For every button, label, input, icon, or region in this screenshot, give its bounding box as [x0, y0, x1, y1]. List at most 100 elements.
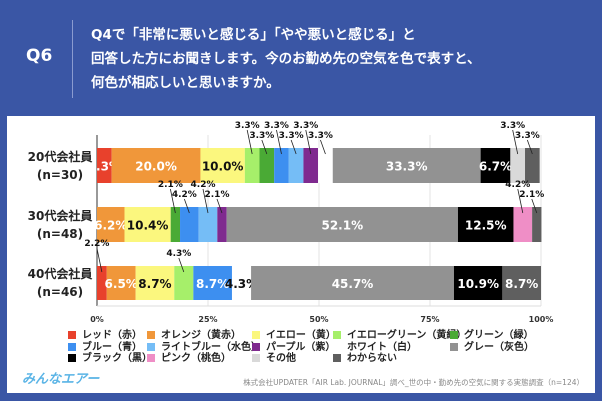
x-tick-label: 0% — [90, 315, 104, 324]
bar-segment — [111, 148, 201, 183]
data-label: 4.3% — [166, 249, 191, 259]
bar-segment — [453, 266, 503, 300]
data-label: 33.3% — [386, 160, 428, 174]
legend-swatch — [450, 331, 458, 339]
legend-item: レッド（赤） — [68, 330, 142, 341]
bar-segment — [251, 266, 454, 300]
bar-segment — [180, 207, 199, 242]
legend-item: ブルー（青） — [68, 342, 142, 353]
legend-item: ライトブルー（水色） — [147, 342, 261, 353]
data-label: 3.3% — [293, 121, 318, 131]
data-label: 3.3% — [515, 131, 540, 141]
callout-line — [517, 188, 524, 214]
callout-line — [320, 139, 326, 155]
data-label: 3.3% — [279, 131, 304, 141]
category-n: (n=46) — [36, 285, 84, 299]
bar-segment — [200, 148, 245, 183]
legend-item: イエローグリーン（黄緑） — [333, 330, 466, 341]
legend-swatch — [68, 331, 76, 339]
callout-line — [526, 139, 533, 155]
callout-line — [531, 198, 538, 214]
divider — [72, 20, 73, 98]
bar-segment — [124, 207, 171, 242]
legend-swatch — [252, 342, 260, 351]
legend-label: その他 — [266, 353, 296, 364]
data-label: 12.5% — [465, 219, 507, 233]
data-label: 2.1% — [519, 190, 544, 200]
legend-label: わからない — [347, 353, 397, 364]
x-tick-label: 50% — [309, 315, 328, 324]
callout-line — [276, 129, 282, 155]
legend-item: パープル（紫） — [252, 342, 335, 353]
callout-line — [290, 139, 297, 155]
legend-swatch — [252, 354, 260, 362]
data-label: 2.1% — [158, 180, 183, 190]
legend-item: イエロー（黄） — [252, 330, 336, 341]
legend-item: その他 — [252, 353, 296, 364]
category-n: (n=30) — [36, 167, 84, 182]
category-name: 30代会社員 — [27, 208, 93, 223]
bar-segment — [193, 266, 232, 300]
legend-item: グリーン（緑） — [450, 330, 534, 341]
legend-label: グリーン（緑） — [464, 330, 534, 341]
data-label: 4.2% — [505, 180, 530, 190]
bar-segment — [226, 207, 458, 242]
legend-item: オレンジ（黄赤） — [147, 330, 241, 341]
bar-segment — [510, 148, 526, 183]
callout-line — [261, 139, 268, 155]
data-label: 4.3% — [225, 277, 258, 291]
callout-line — [216, 198, 223, 214]
legend-swatch — [333, 343, 341, 351]
bar-segment — [332, 148, 481, 183]
bar-segment — [97, 148, 112, 183]
data-label: 8.7% — [196, 277, 229, 291]
bar-segment — [198, 207, 218, 242]
legend-label: ピンク（桃色） — [161, 353, 231, 364]
callout-line — [246, 129, 253, 155]
legend-label: イエローグリーン（黄緑） — [347, 330, 467, 341]
legend-swatch — [68, 342, 76, 351]
callout-line — [178, 257, 185, 273]
logo: みんなエアー — [22, 372, 100, 387]
data-label: 8.7% — [505, 277, 538, 291]
data-label: 2.2% — [84, 239, 109, 249]
x-tick-label: 100% — [529, 315, 554, 324]
data-label: 3.3% — [264, 121, 289, 131]
legend-swatch — [333, 331, 341, 339]
bar-segment — [106, 266, 136, 300]
data-label: 2.1% — [205, 190, 230, 200]
x-tick-label: 25% — [198, 315, 217, 324]
category-n: (n=48) — [36, 226, 84, 241]
legend-label: イエロー（黄） — [266, 330, 336, 341]
data-label: 6.7% — [479, 160, 512, 174]
source-note: 株式会社UPDATER「AIR Lab. JOURNAL」調べ_世の中・勤め先の… — [243, 378, 584, 387]
legend-label: ホワイト（白） — [347, 341, 417, 353]
callout-line — [183, 198, 190, 214]
data-label: 3.3% — [249, 131, 274, 141]
legend-swatch — [333, 354, 341, 362]
data-label: 4.2% — [172, 190, 197, 200]
data-label: 3.3% — [500, 121, 525, 131]
legend-swatch — [147, 331, 155, 339]
legend-label: ブルー（青） — [82, 341, 142, 353]
y-axis-label: 30代会社員 (n=48) — [20, 207, 100, 243]
category-name: 40代会社員 — [27, 267, 93, 281]
data-label: 6.2% — [94, 219, 127, 233]
question-text: Q4で「非常に悪いと感じる」「やや悪いと感じる」と 回答した方にお聞きします。今… — [91, 27, 481, 91]
legend-swatch — [450, 342, 458, 351]
legend-swatch — [68, 354, 76, 362]
legend-label: パープル（紫） — [266, 341, 336, 353]
callout-line — [169, 188, 176, 214]
bar-segment — [513, 207, 533, 242]
legend-swatch — [147, 354, 155, 362]
bar-segment — [480, 148, 511, 183]
legend-swatch — [147, 342, 155, 351]
y-axis-label: 40代会社員 (n=46) — [20, 265, 100, 301]
bar-segment — [97, 207, 125, 242]
bar-segment — [288, 148, 304, 183]
bar-segment — [97, 266, 107, 300]
data-label: 10.9% — [457, 277, 499, 291]
legend-label: グレー（灰色） — [464, 341, 534, 353]
data-label: 3.3% — [235, 121, 260, 131]
